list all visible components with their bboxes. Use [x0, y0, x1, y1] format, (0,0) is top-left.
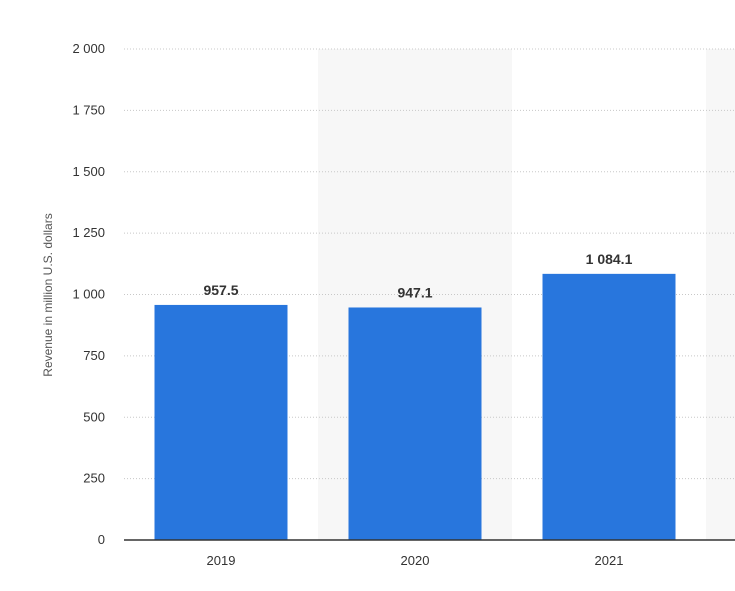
y-tick-label: 1 000 [72, 287, 105, 302]
y-tick-label: 0 [98, 532, 105, 547]
value-label: 1 084.1 [586, 251, 633, 267]
y-tick-label: 250 [83, 471, 105, 486]
x-tick-label: 2020 [401, 553, 430, 568]
x-tick-label: 2021 [595, 553, 624, 568]
bar [542, 273, 676, 540]
y-axis-label: Revenue in million U.S. dollars [41, 213, 55, 376]
y-tick-label: 500 [83, 409, 105, 424]
y-tick-label: 750 [83, 348, 105, 363]
bar [154, 304, 288, 540]
bar [348, 307, 482, 540]
value-label: 957.5 [203, 282, 238, 298]
y-tick-label: 1 500 [72, 164, 105, 179]
value-label: 947.1 [397, 284, 432, 300]
y-tick-label: 2 000 [72, 41, 105, 56]
x-tick-label: 2019 [207, 553, 236, 568]
y-tick-label: 1 250 [72, 225, 105, 240]
y-tick-label: 1 750 [72, 102, 105, 117]
